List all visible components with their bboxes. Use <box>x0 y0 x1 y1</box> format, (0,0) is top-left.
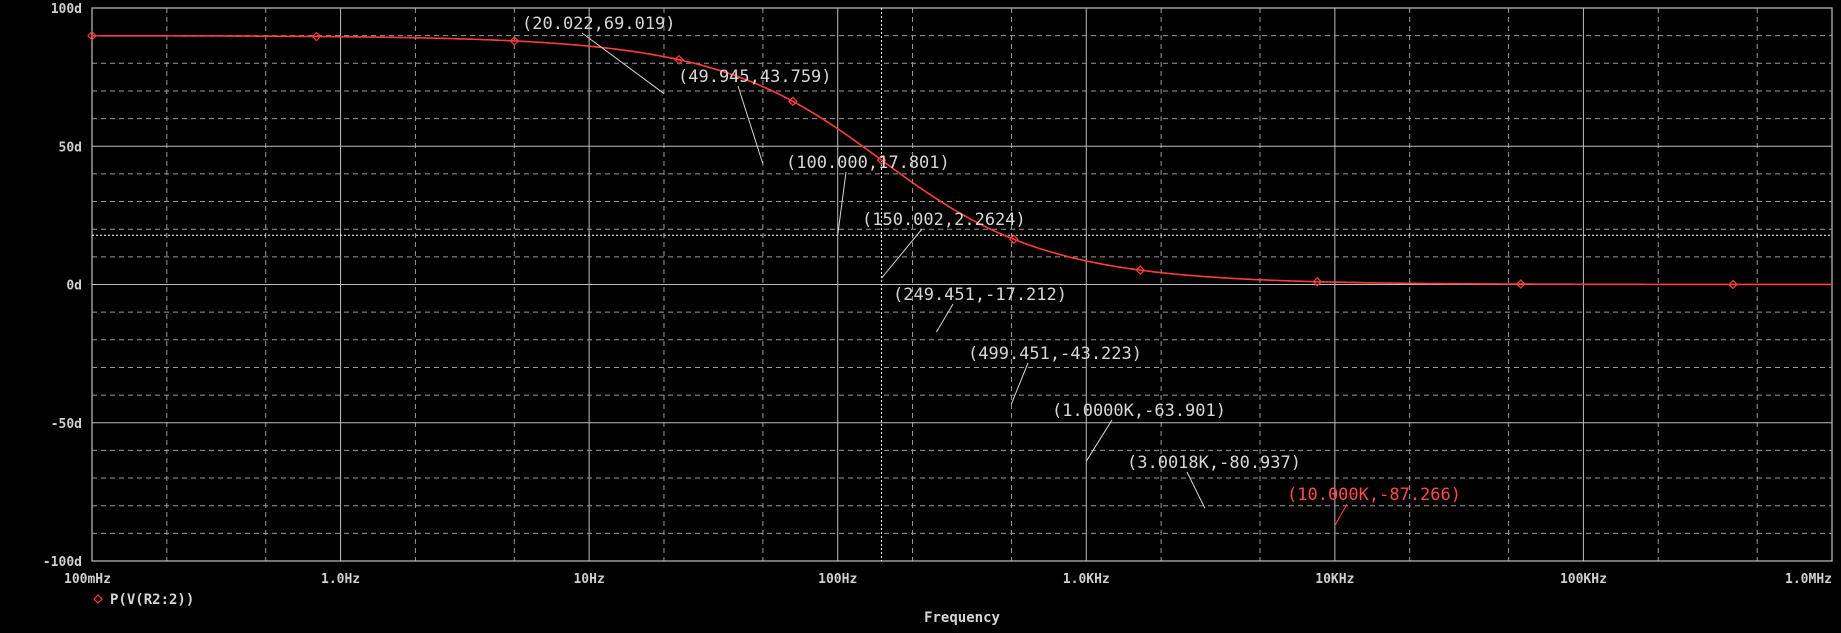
y-tick-label: 50d <box>59 140 82 155</box>
y-tick-label: -50d <box>51 417 82 432</box>
annotation-leader <box>1010 362 1029 405</box>
annotation-label: (10.000K,-87.266) <box>1287 485 1461 505</box>
data-point-marker <box>1515 279 1526 289</box>
data-point-marker <box>788 96 798 107</box>
x-tick-label: 100KHz <box>1560 572 1607 587</box>
annotation-label: (150.002,2.2624) <box>862 210 1026 230</box>
annotation-leader <box>737 85 764 164</box>
annotation-leader <box>837 171 847 236</box>
legend-label: P(V(R2:2)) <box>110 592 194 608</box>
x-tick-label: 1.0Hz <box>321 572 360 587</box>
x-tick-label: 100Hz <box>818 572 857 587</box>
annotation-label: (1.0000K,-63.901) <box>1052 401 1226 421</box>
annotation-leader <box>1186 471 1206 509</box>
annotation-leader <box>1334 503 1348 527</box>
data-point-marker <box>87 30 97 41</box>
data-point-marker <box>1008 234 1019 245</box>
x-tick-label: 1.0MHz <box>1785 572 1832 587</box>
annotation-label: (499.451,-43.223) <box>968 344 1142 364</box>
data-point-marker <box>876 155 887 165</box>
y-tick-label: 100d <box>51 2 82 17</box>
x-tick-label: 100mHz <box>64 572 111 587</box>
annotation-label: (100.000,17.801) <box>786 153 950 173</box>
y-tick-label: -100d <box>43 555 82 570</box>
annotation-leader <box>935 303 954 333</box>
series-line <box>92 34 1832 286</box>
annotation-label: (20.022,69.019) <box>522 14 676 34</box>
x-tick-label: 10Hz <box>573 572 604 587</box>
y-tick-label: 0d <box>66 279 82 294</box>
data-point-marker <box>1312 276 1323 287</box>
x-tick-label: 1.0KHz <box>1063 572 1110 587</box>
x-tick-label: 10KHz <box>1315 572 1354 587</box>
data-point-marker <box>509 36 520 46</box>
data-point-marker <box>1728 279 1738 290</box>
annotation-leader <box>581 32 665 95</box>
data-point-marker <box>311 31 322 42</box>
annotation-leader <box>1085 419 1113 462</box>
data-point-marker <box>1135 265 1146 275</box>
data-point-marker <box>674 54 684 65</box>
annotation-label: (3.0018K,-80.937) <box>1127 453 1301 473</box>
annotation-label: (49.945,43.759) <box>678 67 832 87</box>
legend-marker <box>93 594 103 604</box>
x-axis-label: Frequency <box>924 610 1000 626</box>
annotation-leader <box>881 228 923 279</box>
annotation-label: (249.451,-17.212) <box>893 285 1067 305</box>
